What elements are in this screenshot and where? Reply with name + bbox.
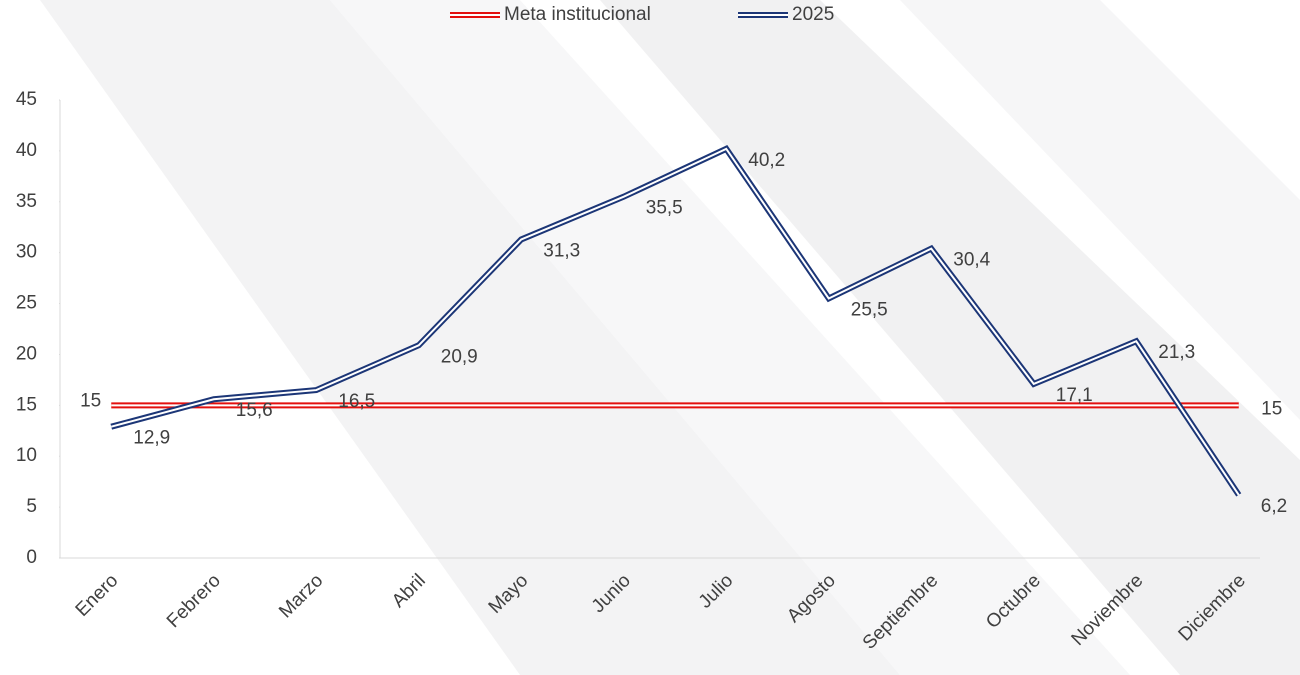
data-label: 30,4 <box>953 250 990 271</box>
data-label: 16,5 <box>338 391 375 412</box>
data-label: 6,2 <box>1261 496 1287 517</box>
data-label: 40,2 <box>748 150 785 171</box>
x-tick-label: Enero <box>72 570 123 621</box>
data-label: 21,3 <box>1158 342 1195 363</box>
series-line-inner <box>110 147 1240 496</box>
data-label: 31,3 <box>543 240 580 261</box>
y-tick-label: 40 <box>16 140 37 161</box>
background <box>40 0 1300 675</box>
y-tick-label: 0 <box>26 547 37 568</box>
y-tick-label: 30 <box>16 242 37 263</box>
x-tick-label: Marzo <box>275 570 327 622</box>
y-tick-label: 45 <box>16 89 37 110</box>
data-label: 15 <box>80 390 101 411</box>
y-tick-label: 35 <box>16 191 37 212</box>
x-tick-label: Abril <box>388 570 430 612</box>
y-tick-label: 15 <box>16 394 37 415</box>
data-label: 15,6 <box>236 400 273 421</box>
y-tick-label: 25 <box>16 293 37 314</box>
data-label: 20,9 <box>441 346 478 367</box>
y-tick-label: 10 <box>16 445 37 466</box>
data-label: 15 <box>1261 398 1282 419</box>
data-label: 35,5 <box>646 198 683 219</box>
data-label: 12,9 <box>133 428 170 449</box>
legend-label: 2025 <box>792 4 834 25</box>
y-tick-label: 5 <box>26 496 37 517</box>
legend-label: Meta institucional <box>504 4 651 25</box>
x-tick-label: Febrero <box>163 570 225 632</box>
data-label: 25,5 <box>851 299 888 320</box>
y-tick-label: 20 <box>16 343 37 364</box>
data-label: 17,1 <box>1056 385 1093 406</box>
